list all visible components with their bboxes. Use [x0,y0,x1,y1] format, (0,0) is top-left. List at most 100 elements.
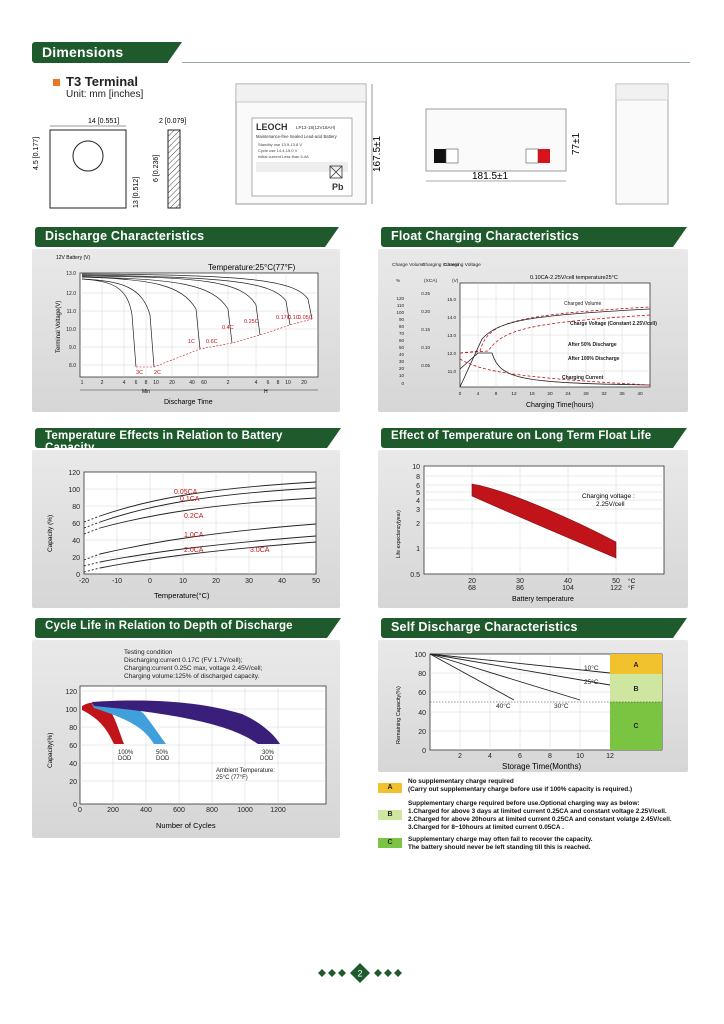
self-ytick: 40 [418,710,426,717]
terminal-unit: Unit: mm [inches] [66,89,144,100]
battery-top-view: 181.5±1 77±1 [425,108,582,182]
discharge-xtick: 8 [277,380,280,386]
temp-life-ytick: 8 [416,474,420,481]
self-zone-c-label: C [633,723,638,730]
float-header2: Charging Current [422,262,459,268]
cycle-ytick: 120 [65,689,77,696]
temp-life-ytick: 10 [412,464,420,471]
temp-life-xtick-c: 30 [516,578,524,585]
discharge-h-label: H [264,389,268,395]
float-v-tick: 14.0 [447,315,456,320]
discharge-x-title: Discharge Time [164,399,213,406]
float-cv-label: Charged Volume [564,301,601,307]
self-ytick: 80 [418,671,426,678]
float-unit2: (XCA) [424,278,437,284]
cycle-ambient1: Ambient Temperature: [216,768,275,774]
discharge-xtick: 40 [189,380,195,386]
self-ytick: 20 [418,729,426,736]
float-pct-tick: 20 [399,366,405,371]
temp-capacity-ytick: 120 [68,470,80,477]
cycle-ytick: 40 [69,761,77,768]
terminal-drawing: 14 [0.551] 2 [0.079] 4.5 [0.177] 13 [0.5… [33,118,186,209]
self-zone-a [610,654,662,674]
terminal-dim-width: 14 [0.551] [88,118,119,125]
battery-height-dim: 167.5±1 [372,135,383,172]
float-pct-tick: 30 [399,359,405,364]
cycle-cond3: Charging:current 0.25C max, voltage 2.45… [124,665,263,672]
temp-capacity-x-title: Temperature(°C) [154,591,210,600]
terminal-dim-hole: 6 [0.236] [153,155,160,182]
battery-model: LP12-18(12V18AH) [296,125,336,130]
footer-diamond-icon [374,969,382,977]
temp-capacity-ytick: 0 [76,572,80,579]
self-t10: 10°C [584,664,599,672]
self-chart: 100 80 60 40 20 0 Remaining Capacity(%) … [396,652,663,771]
temp-capacity-label: 0.1CA [180,496,200,503]
float-ca-tick: 0.25 [421,291,430,296]
legend-b-line3: 2.Charged for above 20hours at limited c… [408,816,672,823]
temp-capacity-xtick: 10 [179,578,187,585]
temp-capacity-ytick: 40 [72,538,80,545]
legend-box-a: A [378,783,402,793]
cycle-xtick: 200 [107,807,119,814]
terminal-dim-height: 13 [0.512] [133,177,140,208]
discharge-rate-label: 3C [136,370,143,376]
self-ytick: 60 [418,690,426,697]
float-ca-tick: 0.15 [421,327,430,332]
discharge-ytick: 9.0 [69,345,76,351]
float-xtick: 0 [459,391,462,397]
float-header1: Charge Volume [392,262,425,268]
temp-life-xtick-f: 122 [610,585,622,592]
self-x-title: Storage Time(Months) [502,762,581,771]
battery-subtitle: Maintenance-free Sealed Lead-acid Batter… [256,134,338,139]
cycle-dod30-dod: DOD [260,756,274,762]
temp-life-xtick-c: 20 [468,578,476,585]
discharge-xtick: 4 [255,380,258,386]
float-xtick: 12 [511,391,517,397]
self-t30: 30°C [554,702,569,710]
temp-life-unit-c: °C [628,577,636,585]
cycle-ytick: 20 [69,779,77,786]
temp-capacity-chart: 120 100 80 60 40 20 0 Capacity (%) 0.05C… [47,470,320,600]
float-ca-tick: 0.05 [421,363,430,368]
self-ytick: 100 [414,652,426,659]
battery-length-dim: 181.5±1 [472,171,509,182]
self-zone-c [610,702,662,750]
discharge-y-title: Terminal Voltage(V) [56,301,62,353]
temp-life-note2: 2.25V/cell [596,501,625,508]
self-t25: 25°C [584,678,599,686]
discharge-xtick: 6 [267,380,270,386]
float-unit1: % [396,278,401,284]
float-pct-tick: 50 [399,345,405,350]
float-pct-tick: 100 [396,310,404,315]
float-xtick: 4 [477,391,480,397]
float-pct-tick: 40 [399,352,405,357]
terminal-side-view [167,129,181,209]
cycle-dod50-dod: DOD [156,756,170,762]
float-ca-tick: 0.20 [421,309,430,314]
float-volt-label: Charge Voltage (Constant 2.25V/cell) [570,321,657,327]
self-t40: 40°C [496,702,511,710]
section-header-temp-capacity: Temperature Effects in Relation to Batte… [35,428,341,454]
self-zone-b [610,674,662,702]
temp-life-xtick-f: 104 [562,585,574,592]
header-rule [182,62,690,63]
page-number-diamond [350,963,370,983]
cycle-dod30 [92,700,280,744]
float-ca-tick: 0.10 [421,345,430,350]
discharge-xtick: 20 [169,380,175,386]
self-xtick: 12 [606,753,614,760]
cycle-xtick: 400 [140,807,152,814]
self-xtick: 4 [488,753,492,760]
temp-life-ytick: 3 [416,507,420,514]
cycle-dod50-pct: 50% [156,750,169,756]
discharge-xtick: 2 [227,380,230,386]
temp-capacity-y-title: Capacity (%) [47,515,54,552]
temp-life-ytick: 4 [416,498,420,505]
temp-life-xtick-c: 50 [612,578,620,585]
cycle-dod100-dod: DOD [118,756,132,762]
section-header-dimensions: Dimensions [32,42,182,63]
temp-capacity-xtick: 40 [278,578,286,585]
self-y-title: Remaining Capacity(%) [396,686,402,744]
section-title: Discharge Characteristics [45,229,205,243]
